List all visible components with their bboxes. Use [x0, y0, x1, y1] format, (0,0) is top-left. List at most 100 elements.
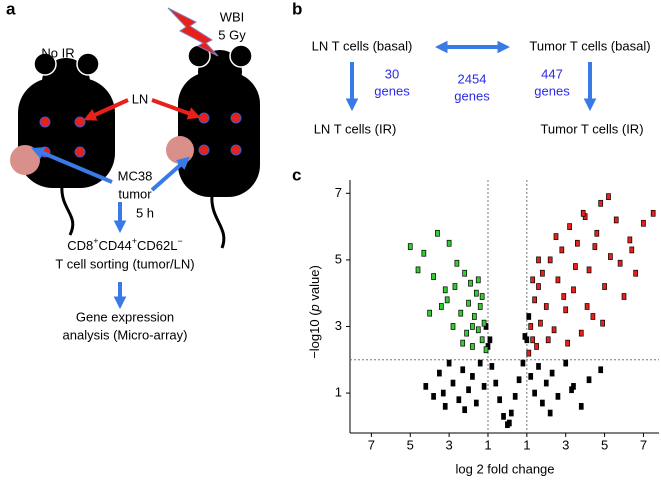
point [598, 366, 604, 374]
point [606, 193, 611, 200]
point [536, 256, 541, 264]
point [466, 386, 471, 394]
point [435, 229, 440, 237]
point [475, 326, 481, 334]
point [508, 409, 514, 417]
y-axis-label: −log10 (p value) [307, 265, 322, 359]
point [456, 396, 462, 404]
x-tick-label: 1 [484, 437, 491, 452]
point [549, 369, 555, 377]
label: Tumor T cells (IR) [540, 121, 643, 136]
point [530, 276, 536, 284]
point [470, 373, 475, 380]
point [479, 336, 485, 344]
mouse-no-ir [10, 52, 115, 236]
point [438, 303, 444, 310]
point [522, 333, 528, 340]
point [534, 343, 539, 350]
panel-label: c [292, 165, 301, 184]
point [627, 236, 633, 244]
x-tick-label: 7 [640, 437, 647, 452]
label: genes [534, 83, 570, 98]
text: CD8 [67, 238, 93, 253]
point [516, 376, 522, 384]
point [446, 239, 452, 247]
label: WBI [220, 9, 245, 24]
point [501, 413, 506, 420]
point [598, 199, 604, 207]
point [573, 263, 578, 270]
x-tick-label: 5 [601, 437, 608, 452]
point [621, 293, 627, 300]
point [563, 359, 569, 367]
point [543, 379, 549, 387]
point [470, 343, 475, 350]
point [571, 286, 576, 294]
text: −log10 ( [307, 311, 322, 359]
point [460, 366, 466, 374]
point [532, 389, 537, 397]
point [487, 336, 493, 344]
point [650, 209, 656, 217]
x-tick-label: 3 [562, 437, 569, 452]
point [462, 406, 468, 414]
point [528, 323, 534, 330]
point [536, 363, 541, 370]
point [454, 259, 460, 267]
label: Gene expression [76, 309, 174, 324]
point [575, 239, 580, 247]
x-axis-label: log 2 fold change [455, 461, 554, 476]
x-tick-label: 3 [445, 437, 452, 452]
point [555, 276, 561, 284]
point [452, 283, 458, 290]
point [481, 383, 487, 390]
point [481, 319, 487, 327]
point [641, 219, 646, 227]
x-tick-label: 1 [523, 437, 530, 452]
point [444, 296, 450, 304]
point [497, 396, 502, 404]
point [483, 346, 489, 354]
point [437, 369, 442, 377]
point [450, 379, 456, 387]
point [507, 419, 512, 427]
point [473, 289, 479, 297]
point [555, 393, 561, 400]
point [569, 386, 574, 394]
point [532, 296, 537, 304]
text: CD44 [99, 238, 132, 253]
point [460, 339, 466, 347]
label: LN T cells (basal) [312, 38, 413, 53]
point [526, 313, 532, 320]
point [431, 273, 436, 280]
label: 5 h [136, 205, 154, 220]
point [608, 253, 613, 260]
mouse-wbi [166, 7, 260, 249]
text: value) [307, 265, 322, 304]
point [590, 313, 596, 320]
label: genes [454, 88, 490, 103]
point [470, 323, 475, 330]
label: 5 Gy [218, 27, 246, 42]
point [617, 259, 623, 267]
point [458, 309, 464, 317]
point [578, 403, 584, 410]
point [633, 269, 639, 277]
label: LN [132, 91, 149, 106]
point [543, 303, 549, 310]
panel-label: a [6, 0, 16, 18]
label: analysis (Micro-array) [63, 327, 188, 342]
point [450, 323, 456, 330]
point [415, 266, 421, 274]
label: T cell sorting (tumor/LN) [55, 256, 194, 271]
x-tick-label: 5 [407, 437, 414, 452]
point [493, 379, 499, 387]
point [540, 399, 545, 407]
point [431, 393, 436, 400]
point [545, 336, 551, 344]
point [561, 293, 567, 300]
gene-count: 447 [541, 66, 563, 81]
point [602, 283, 607, 290]
arrows [31, 40, 597, 310]
